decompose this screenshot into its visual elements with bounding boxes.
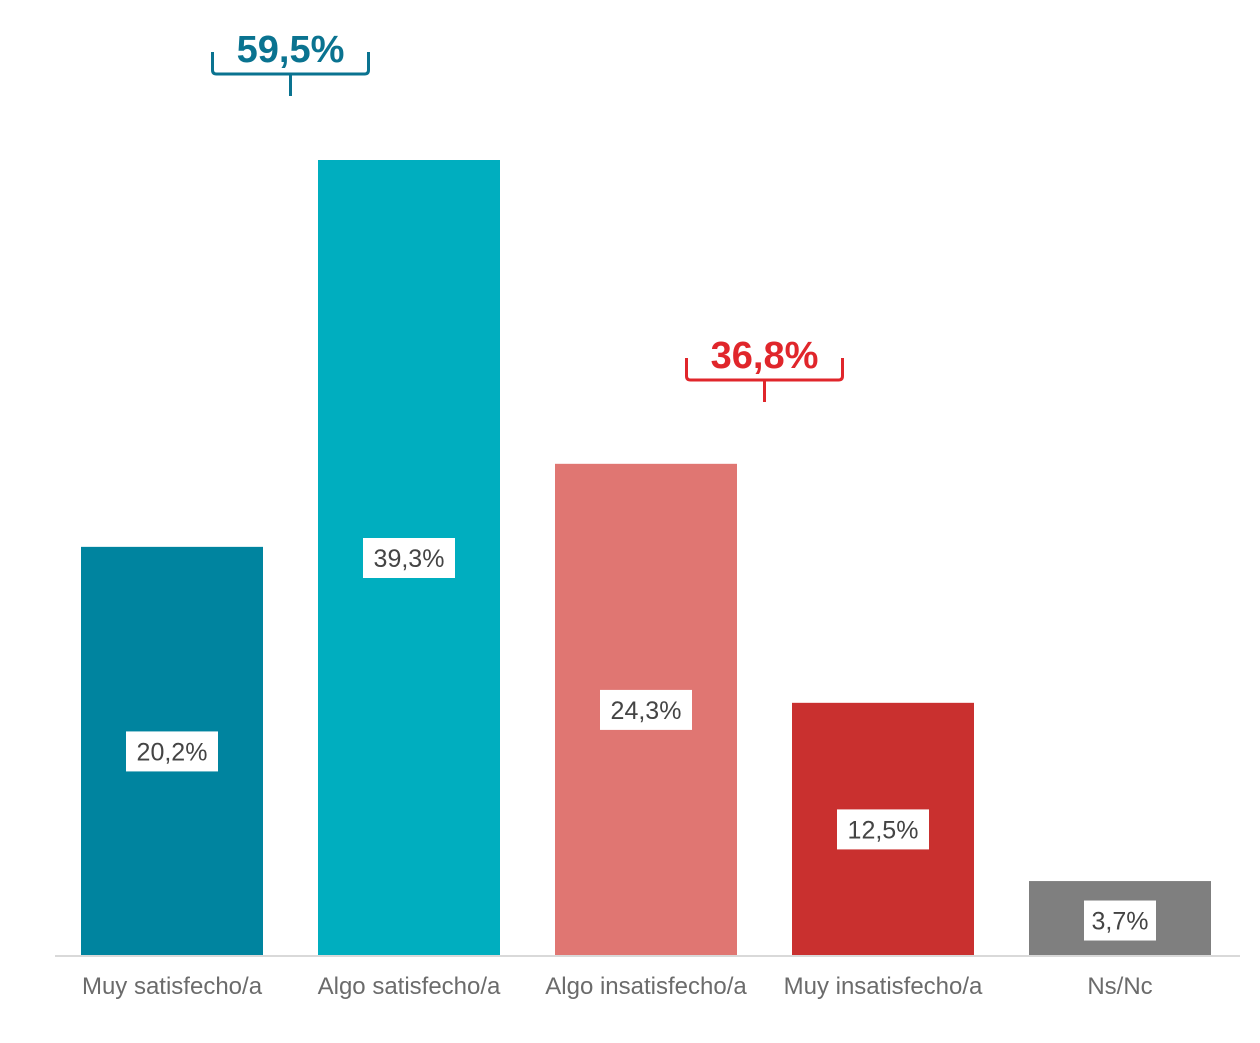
category-label-2: Algo insatisfecho/a xyxy=(545,973,747,1000)
group-bracket-1 xyxy=(685,358,844,402)
value-label-box-4 xyxy=(1084,900,1156,941)
group-total-label-0: 59,5% xyxy=(237,29,345,71)
labels-layer: 20,2% Muy satisfecho/a 39,3% Algo satisfech… xyxy=(82,538,1156,1000)
annotation-layer: 59,5% 36,8% xyxy=(211,29,844,402)
bars-layer xyxy=(81,160,1211,956)
group-total-label-1: 36,8% xyxy=(711,335,819,377)
value-label-2: 24,3% xyxy=(611,697,682,725)
value-label-1: 39,3% xyxy=(374,545,445,573)
value-label-box-1 xyxy=(363,538,455,578)
group-bracket-0 xyxy=(211,52,370,96)
category-label-0: Muy satisfecho/a xyxy=(82,973,263,1000)
value-label-4: 3,7% xyxy=(1092,908,1149,936)
value-label-box-0 xyxy=(126,731,218,772)
value-label-3: 12,5% xyxy=(848,816,919,844)
value-label-box-2 xyxy=(600,689,692,730)
value-label-box-3 xyxy=(837,809,929,850)
category-label-1: Algo satisfecho/a xyxy=(318,973,501,1000)
category-label-3: Muy insatisfecho/a xyxy=(784,973,983,1000)
value-label-0: 20,2% xyxy=(137,738,208,766)
category-label-4: Ns/Nc xyxy=(1087,973,1152,1000)
